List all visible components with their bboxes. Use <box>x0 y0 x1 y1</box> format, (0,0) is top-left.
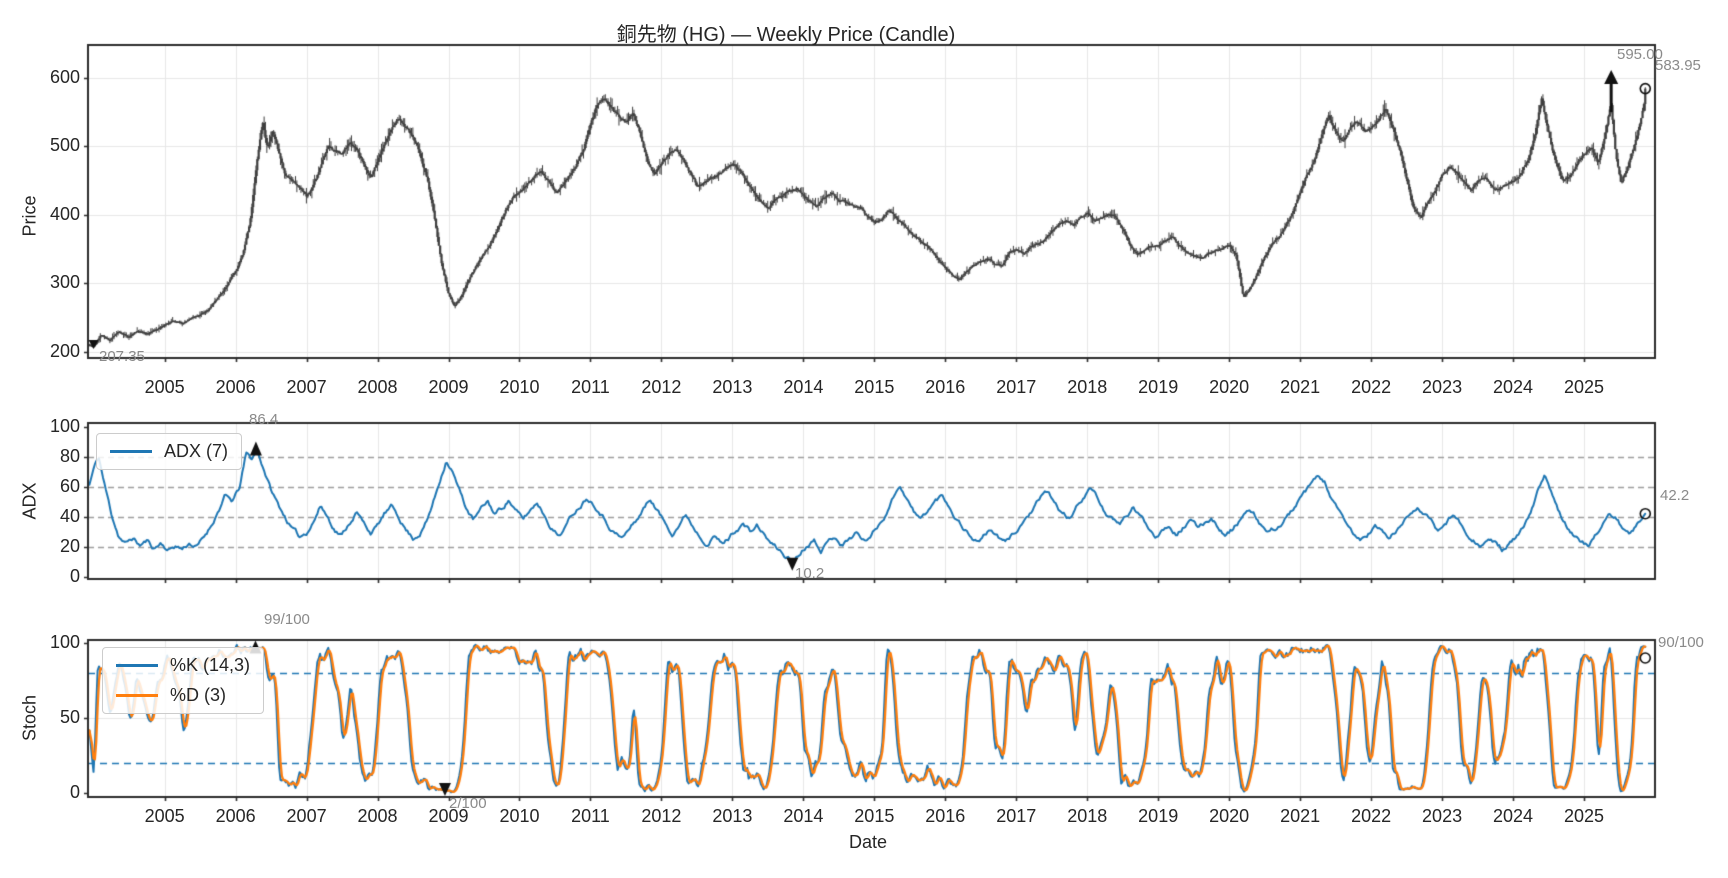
figure-copper-weekly: 銅先物 (HG) — Weekly Price (Candle) Price A… <box>0 0 1728 878</box>
chart-canvas <box>0 0 1728 878</box>
